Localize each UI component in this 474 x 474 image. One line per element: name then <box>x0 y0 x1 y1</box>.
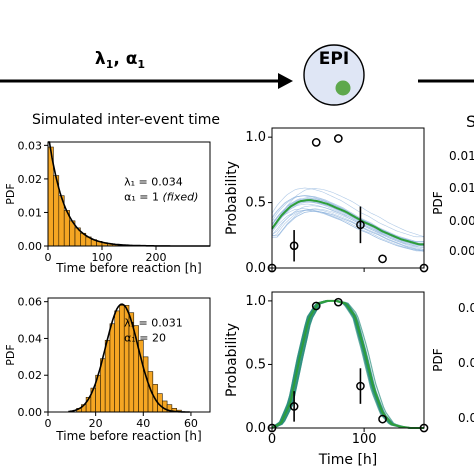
y-tick-label: 0.04 <box>18 332 43 345</box>
ensemble-trace <box>271 209 424 252</box>
x-axis-label: Time [h] <box>318 452 378 468</box>
data-point <box>289 241 299 251</box>
right-cut-tick-label: 0.00 <box>458 411 474 425</box>
y-tick-label: 0.0 <box>245 261 266 276</box>
y-tick-label: 0.00 <box>18 240 43 253</box>
annotation-line: λ₁ = 0.034 <box>124 176 183 189</box>
model-curve <box>271 299 424 429</box>
ensemble-trace <box>271 201 424 247</box>
data-point <box>356 220 365 230</box>
annotation-line: λ₁ = 0.031 <box>124 317 183 330</box>
ensemble-trace <box>272 210 425 252</box>
y-tick-label: 0.03 <box>18 139 43 152</box>
x-tick-label: 0 <box>45 417 52 430</box>
chart-hist-bottom: λ₁ = 0.031 α₁ = 20 0.00 0.02 0.04 0.06 0 20 40 60… <box>4 296 211 443</box>
epi-node-dot <box>335 80 351 96</box>
y-tick-label: 0.06 <box>18 296 43 309</box>
annotation-italic: (fixed) <box>163 191 199 204</box>
right-cut-tick-label: 0.04 <box>458 301 474 315</box>
data-point <box>378 414 387 424</box>
x-tick-label: 100 <box>92 251 113 264</box>
x-tick-label: 0 <box>268 432 276 447</box>
process-arrow-label: λ1, α1 <box>95 49 145 71</box>
y-tick-label: 0.02 <box>18 173 43 186</box>
histogram-bar <box>114 310 120 413</box>
right-cut-tick-label: 0.015 <box>449 149 474 163</box>
right-cut-tick-label: 0.005 <box>449 214 474 228</box>
y-tick-label: 1.0 <box>245 130 266 145</box>
x-tick-label: 0 <box>45 251 52 264</box>
y-tick-label: 1.0 <box>245 294 266 309</box>
chart-prob-bottom: 0.0 0.5 1.0 0 100 Probability Time [h] <box>224 291 429 468</box>
y-tick-label: 0.5 <box>245 357 266 372</box>
data-point <box>356 381 365 391</box>
data-point <box>289 402 299 411</box>
plot-frame <box>47 297 211 413</box>
plot-frame <box>271 291 425 429</box>
process-arrow-group: λ1, α1 <box>0 49 474 89</box>
ensemble-trace <box>271 195 424 242</box>
right-cut-tick-label: 0.010 <box>449 181 474 195</box>
x-tick-label: 20 <box>89 417 103 430</box>
y-tick-label: 0.02 <box>18 369 43 382</box>
annotation-line: α₁ = 1 (fixed) <box>124 191 198 204</box>
epi-node: EPI <box>303 44 365 106</box>
y-axis-label: Probability <box>224 323 240 397</box>
right-cut-tick-label: 0.02 <box>458 356 474 370</box>
right-cut-ylabel: PDF <box>431 191 445 214</box>
x-tick-label: 60 <box>184 417 198 430</box>
ensemble-trace <box>271 208 424 251</box>
histogram-bar <box>142 356 149 413</box>
plot-frame <box>47 141 211 247</box>
x-axis-label: Time before reaction [h] <box>55 429 201 443</box>
y-tick-label: 0.5 <box>245 196 266 211</box>
data-point <box>311 138 321 147</box>
x-axis-label: Time before reaction [h] <box>55 261 201 275</box>
ensemble-trace <box>271 187 424 238</box>
epi-node-label: EPI <box>319 49 349 69</box>
y-axis-label: PDF <box>4 183 17 204</box>
annotation-line: α₁ = 20 <box>124 332 166 345</box>
section-title: Simulated inter-event time <box>32 112 220 128</box>
x-tick-label: 40 <box>136 417 150 430</box>
data-point <box>378 254 387 264</box>
plot-frame <box>271 127 425 269</box>
data-point <box>333 134 343 143</box>
data-point <box>311 301 321 311</box>
chart-prob-top: 0.0 0.5 1.0 Probability <box>224 127 429 276</box>
histogram-bar <box>104 339 111 413</box>
y-tick-label: 0.01 <box>18 206 43 219</box>
chart-hist-top: λ₁ = 0.034 α₁ = 1 (fixed) 0.00 0.01 0.02 0.03… <box>4 139 211 275</box>
ensemble-trace <box>272 208 425 251</box>
pdf-curve <box>68 303 190 413</box>
data-point <box>333 297 343 307</box>
x-tick-label: 100 <box>352 432 377 447</box>
right-cut-edge-char: S <box>466 112 474 131</box>
y-tick-label: 0.00 <box>18 406 43 419</box>
process-arrow-head <box>278 73 293 89</box>
y-axis-label: Probability <box>224 161 240 235</box>
y-axis-label: PDF <box>4 344 17 365</box>
right-cut-ylabel: PDF <box>431 348 445 371</box>
model-curve <box>271 199 424 246</box>
y-tick-label: 0.0 <box>245 421 266 436</box>
right-cut-panel: S 0.015 0.010 0.005 0.000 PDF 0.04 0.02 … <box>431 112 474 425</box>
histogram-bar <box>109 323 116 413</box>
right-cut-tick-label: 0.000 <box>449 244 474 258</box>
ensemble-trace <box>271 203 424 248</box>
ensemble-trace <box>272 188 425 237</box>
x-tick-label: 200 <box>146 251 167 264</box>
